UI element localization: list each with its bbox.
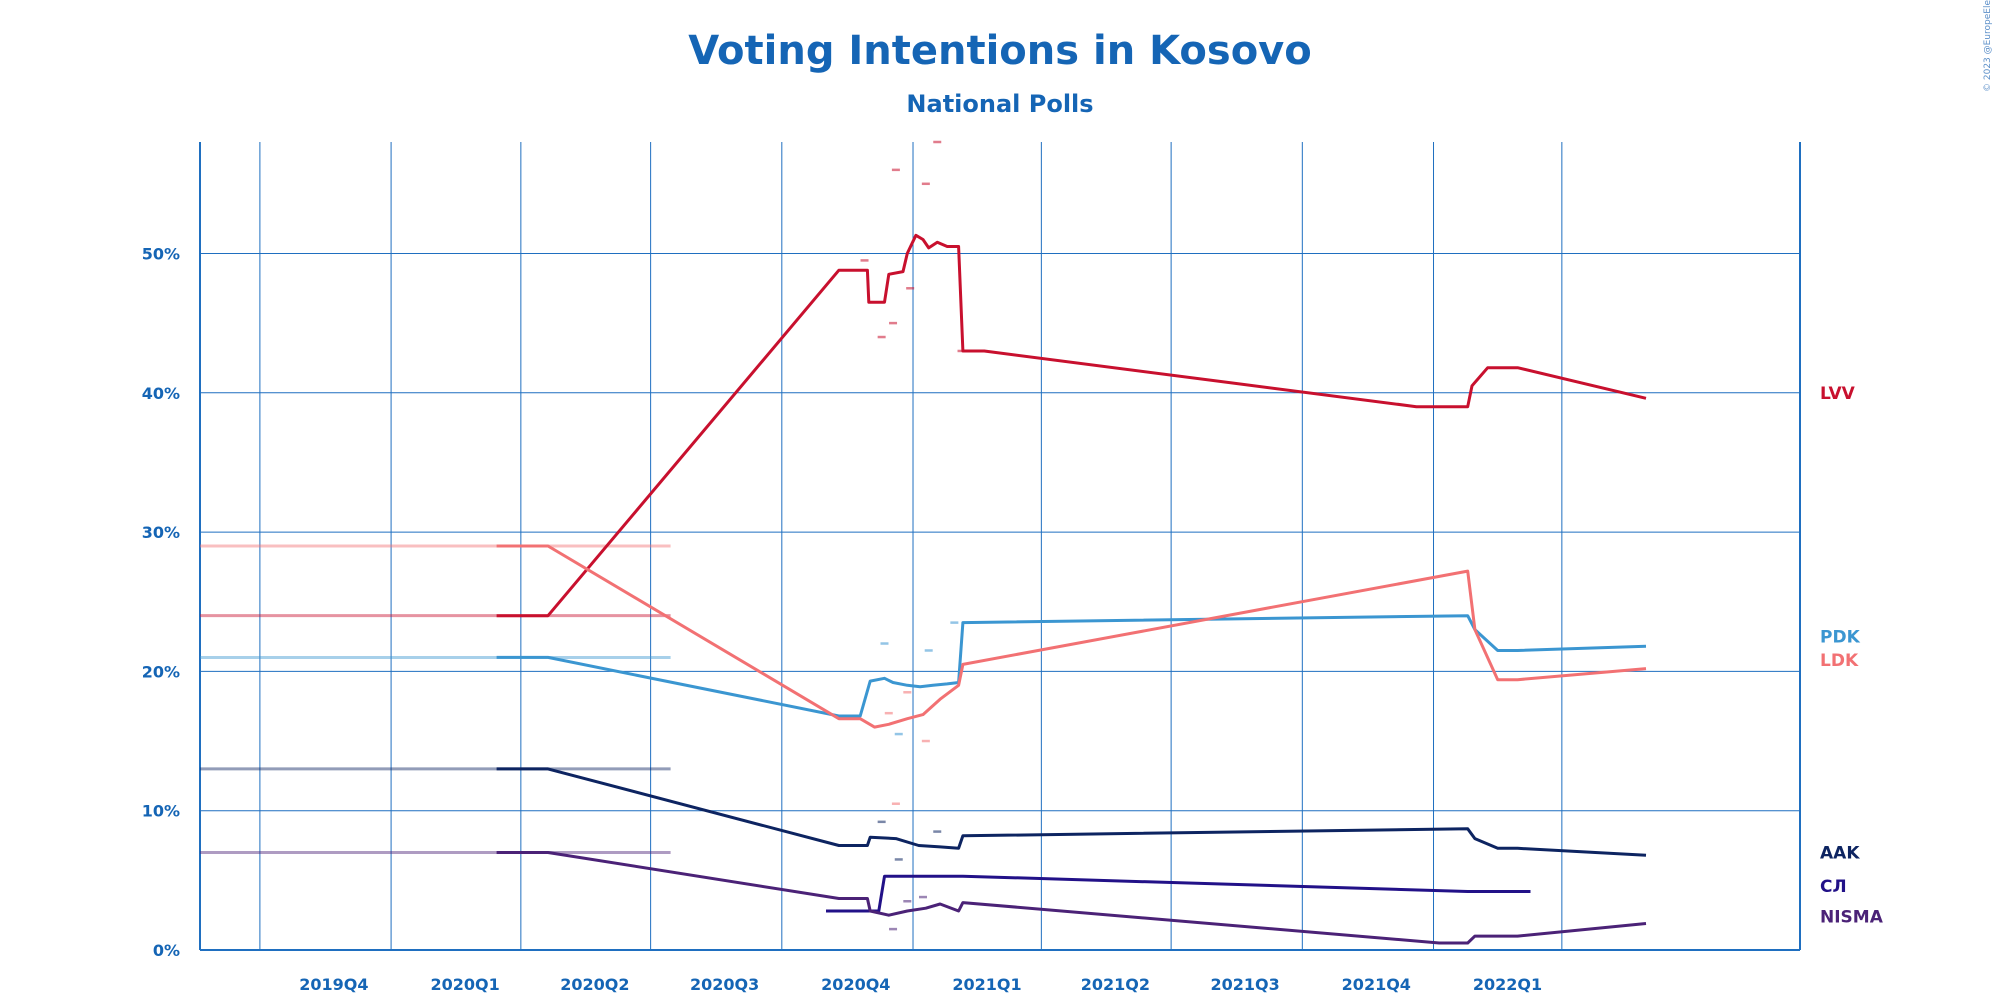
x-tick-label: 2021Q1 (952, 975, 1021, 994)
chart-subtitle: National Polls (906, 90, 1093, 118)
x-tick-label: 2020Q4 (821, 975, 890, 994)
x-tick-label: 2021Q3 (1210, 975, 1279, 994)
credit-text: © 2023 @EuropeElects (1983, 0, 1993, 92)
poll-marks (860, 140, 966, 931)
series-line-aak (496, 767, 1647, 857)
trend-lines (496, 233, 1647, 945)
y-tick-label: 0% (153, 941, 180, 960)
x-tick-label: 2022Q1 (1473, 975, 1542, 994)
x-tick-labels: 2019Q4 2020Q1 2020Q2 2020Q3 2020Q4 2021Q1 2021… (299, 975, 1542, 994)
y-tick-label: 30% (142, 523, 180, 542)
axes (199, 142, 1801, 951)
party-labels: LVV PDK LDK AAK СЛ NISMA (1820, 384, 1884, 928)
series-line-ldk (496, 544, 1647, 729)
series-label: AAK (1820, 843, 1860, 863)
y-tick-label: 10% (142, 802, 180, 821)
series-line-nisma (496, 851, 1647, 945)
series-label: PDK (1820, 628, 1861, 648)
series-label: LVV (1820, 384, 1856, 404)
x-tick-label: 2020Q2 (560, 975, 629, 994)
x-tick-label: 2021Q4 (1342, 975, 1411, 994)
x-tick-label: 2019Q4 (299, 975, 368, 994)
x-tick-label: 2021Q2 (1081, 975, 1150, 994)
y-tick-labels: 0% 10% 20% 30% 40% 50% (142, 244, 180, 960)
x-tick-label: 2020Q1 (430, 975, 499, 994)
series-label: NISMA (1820, 908, 1884, 928)
series-label: СЛ (1820, 877, 1847, 897)
gridlines (199, 142, 1800, 951)
y-tick-label: 20% (142, 662, 180, 681)
y-tick-label: 50% (142, 244, 180, 263)
series-label: LDK (1820, 651, 1859, 671)
previous-election-lines (200, 544, 671, 854)
x-tick-label: 2020Q3 (690, 975, 759, 994)
chart-title: Voting Intentions in Kosovo (688, 28, 1311, 74)
series-line-lvv (496, 233, 1647, 618)
series-line-pdk (496, 614, 1647, 718)
y-tick-label: 40% (142, 384, 180, 403)
